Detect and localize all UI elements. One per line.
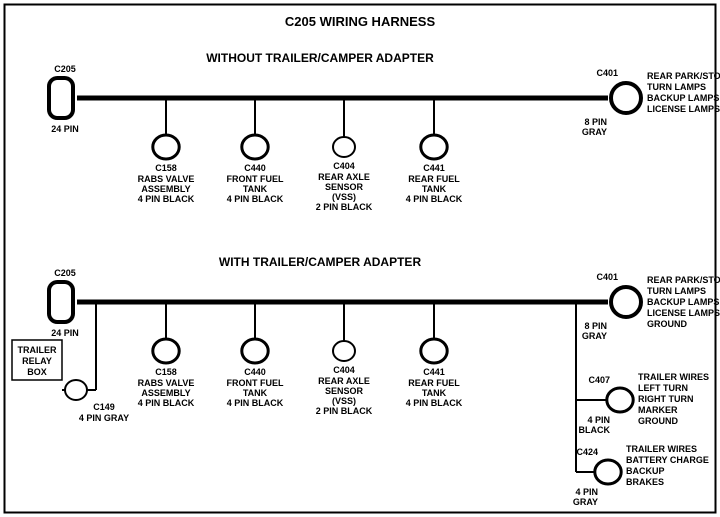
side-label: BACKUP: [626, 466, 665, 476]
tap-connector: [242, 135, 268, 159]
connector-label: 8 PIN: [584, 117, 607, 127]
side-label: TURN LAMPS: [647, 286, 706, 296]
tap-desc: SENSOR: [325, 386, 364, 396]
tap-connector: [421, 339, 447, 363]
tap-connector: [333, 137, 355, 157]
connector-label: C424: [576, 447, 598, 457]
side-label: LEFT TURN: [638, 383, 688, 393]
section-heading: WITH TRAILER/CAMPER ADAPTER: [219, 255, 422, 269]
connector-label: 24 PIN: [51, 328, 79, 338]
tap-desc: TANK: [243, 184, 268, 194]
tap-desc: TANK: [243, 388, 268, 398]
tap-desc: SENSOR: [325, 182, 364, 192]
connector-label: BLACK: [579, 425, 611, 435]
tap-desc: 4 PIN BLACK: [406, 398, 463, 408]
tap-desc: 4 PIN BLACK: [138, 398, 195, 408]
side-label: REAR PARK/STOP: [647, 71, 720, 81]
tap-connector: [333, 341, 355, 361]
side-label: BATTERY CHARGE: [626, 455, 709, 465]
tap-desc: 2 PIN BLACK: [316, 406, 373, 416]
connector-label: C407: [588, 375, 610, 385]
tap-id: C440: [244, 163, 266, 173]
tap-id: C441: [423, 163, 445, 173]
side-label: REAR PARK/STOP: [647, 275, 720, 285]
side-label: BRAKES: [626, 477, 664, 487]
tap-desc: RABS VALVE: [138, 378, 195, 388]
tap-desc: REAR AXLE: [318, 376, 370, 386]
page-title: C205 WIRING HARNESS: [285, 14, 436, 29]
tap-desc: REAR AXLE: [318, 172, 370, 182]
side-label: TRAILER WIRES: [626, 444, 697, 454]
connector-c205: [49, 78, 73, 118]
tap-desc: FRONT FUEL: [227, 378, 284, 388]
tap-desc: 4 PIN BLACK: [138, 194, 195, 204]
tap-desc: ASSEMBLY: [141, 184, 190, 194]
wiring-diagram: C205 WIRING HARNESS WITHOUT TRAILER/CAMPE…: [0, 0, 720, 517]
box-label: RELAY: [22, 356, 52, 366]
connector-label: 4 PIN: [587, 415, 610, 425]
connector-label: 8 PIN: [584, 321, 607, 331]
tap-desc: TANK: [422, 184, 447, 194]
tap-desc: 4 PIN BLACK: [406, 194, 463, 204]
side-label: LICENSE LAMPS: [647, 308, 720, 318]
tap-desc: RABS VALVE: [138, 174, 195, 184]
tap-id: C158: [155, 367, 177, 377]
connector-label: 4 PIN GRAY: [79, 413, 129, 423]
box-label: TRAILER: [18, 345, 57, 355]
connector-c401: [611, 287, 641, 317]
tap-desc: (VSS): [332, 192, 356, 202]
tap-desc: REAR FUEL: [408, 174, 460, 184]
side-label: RIGHT TURN: [638, 394, 694, 404]
connector-label: C205: [54, 64, 76, 74]
connector-c407: [607, 388, 633, 412]
tap-connector: [421, 135, 447, 159]
connector-c424: [595, 460, 621, 484]
side-label: TRAILER WIRES: [638, 372, 709, 382]
tap-desc: (VSS): [332, 396, 356, 406]
tap-desc: TANK: [422, 388, 447, 398]
tap-desc: FRONT FUEL: [227, 174, 284, 184]
connector-label: C205: [54, 268, 76, 278]
connector-label: GRAY: [582, 331, 607, 341]
tap-connector: [153, 135, 179, 159]
tap-id: C404: [333, 365, 355, 375]
section-heading: WITHOUT TRAILER/CAMPER ADAPTER: [206, 51, 434, 65]
connector-label: C149: [93, 402, 115, 412]
tap-desc: 2 PIN BLACK: [316, 202, 373, 212]
side-label: MARKER: [638, 405, 678, 415]
tap-connector: [242, 339, 268, 363]
side-label: BACKUP LAMPS: [647, 93, 719, 103]
side-label: BACKUP LAMPS: [647, 297, 719, 307]
tap-desc: 4 PIN BLACK: [227, 398, 284, 408]
connector-label: 24 PIN: [51, 124, 79, 134]
tap-connector: [153, 339, 179, 363]
box-label: BOX: [27, 367, 47, 377]
side-label: TURN LAMPS: [647, 82, 706, 92]
connector-c149: [65, 380, 87, 400]
connector-label: GRAY: [573, 497, 598, 507]
side-label: LICENSE LAMPS: [647, 104, 720, 114]
connector-label: GRAY: [582, 127, 607, 137]
tap-desc: REAR FUEL: [408, 378, 460, 388]
side-label: GROUND: [638, 416, 678, 426]
side-label: GROUND: [647, 319, 687, 329]
connector-c205: [49, 282, 73, 322]
connector-label: 4 PIN: [575, 487, 598, 497]
connector-label: C401: [596, 272, 618, 282]
tap-desc: ASSEMBLY: [141, 388, 190, 398]
tap-id: C404: [333, 161, 355, 171]
connector-label: C401: [596, 68, 618, 78]
connector-c401: [611, 83, 641, 113]
tap-desc: 4 PIN BLACK: [227, 194, 284, 204]
tap-id: C158: [155, 163, 177, 173]
tap-id: C441: [423, 367, 445, 377]
tap-id: C440: [244, 367, 266, 377]
